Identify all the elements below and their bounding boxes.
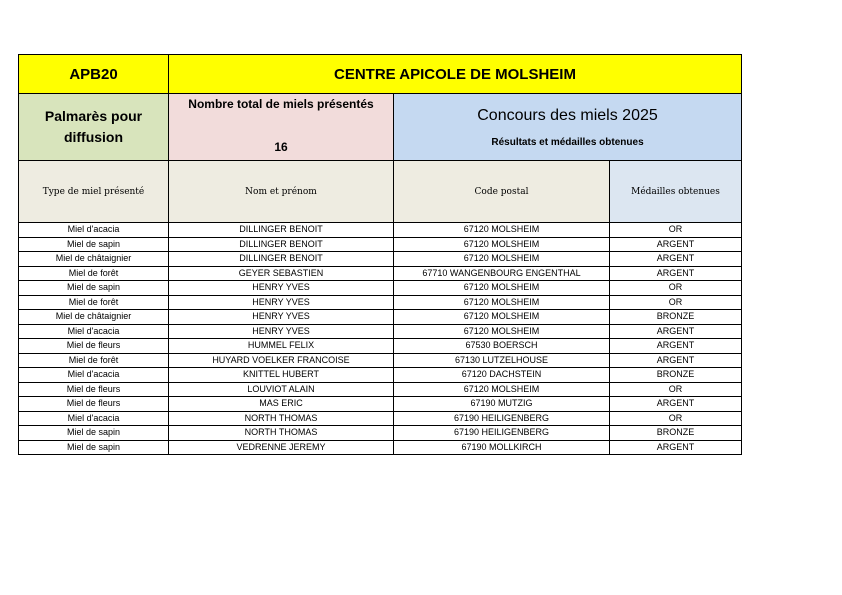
table-row: Miel de forêt HENRY YVES 67120 MOLSHEIM OR <box>18 294 743 310</box>
medaille-cell: OR <box>608 280 743 296</box>
type-cell: Miel de fleurs <box>18 338 169 354</box>
type-cell: Miel de sapin <box>18 280 169 296</box>
nom-cell: HENRY YVES <box>168 323 394 339</box>
code-postal-cell: 67120 MOLSHEIM <box>393 323 610 339</box>
medaille-cell: BRONZE <box>608 425 743 441</box>
table-row: Miel de châtaignier DILLINGER BENOIT 67120… <box>18 251 743 267</box>
type-cell: Miel de fleurs <box>18 396 169 412</box>
medaille-cell: ARGENT <box>608 251 743 267</box>
code-postal-cell: 67710 WANGENBOURG ENGENTHAL <box>393 265 610 281</box>
code-postal-cell: 67120 MOLSHEIM <box>393 294 610 310</box>
nom-cell: HENRY YVES <box>168 309 394 325</box>
table-row: Miel de sapin HENRY YVES 67120 MOLSHEIM OR <box>18 280 743 296</box>
medaille-cell: ARGENT <box>608 396 743 412</box>
code-postal-cell: 67130 LUTZELHOUSE <box>393 352 610 368</box>
palmares-table: APB20 CENTRE APICOLE DE MOLSHEIM Palmarè… <box>18 54 743 455</box>
code-postal-cell: 67120 MOLSHEIM <box>393 222 610 238</box>
nom-cell: HUMMEL FELIX <box>168 338 394 354</box>
table-row: Miel de forêt HUYARD VOELKER FRANCOISE 671… <box>18 352 743 368</box>
palmares-label: Palmarès pour diffusion <box>18 93 169 161</box>
type-cell: Miel de sapin <box>18 425 169 441</box>
type-cell: Miel de forêt <box>18 294 169 310</box>
table-row: Miel de châtaignier HENRY YVES 67120 MOLSH… <box>18 309 743 325</box>
total-value: 16 <box>274 140 288 154</box>
table-row: Miel de sapin NORTH THOMAS 67190 HEILIGENB… <box>18 425 743 441</box>
center-title: CENTRE APICOLE DE MOLSHEIM <box>167 54 743 94</box>
col-medailles: Médailles obtenues <box>608 160 743 223</box>
table-row: Miel d'acacia KNITTEL HUBERT 67120 DACHSTE… <box>18 367 743 383</box>
type-cell: Miel d'acacia <box>18 222 169 238</box>
medaille-cell: ARGENT <box>608 439 743 455</box>
code-postal-cell: 67120 MOLSHEIM <box>393 280 610 296</box>
code-postal-cell: 67120 DACHSTEIN <box>393 367 610 383</box>
table-row: Miel de fleurs HUMMEL FELIX 67530 BOERSCH A… <box>18 338 743 354</box>
type-cell: Miel de sapin <box>18 236 169 252</box>
code-postal-cell: 67190 HEILIGENBERG <box>393 410 610 426</box>
resultats-subtitle: Résultats et médailles obtenues <box>491 136 644 148</box>
header-row: Palmarès pour diffusion Nombre total de … <box>18 93 743 161</box>
nom-cell: DILLINGER BENOIT <box>168 222 394 238</box>
nom-cell: DILLINGER BENOIT <box>168 251 394 267</box>
column-header-row: Type de miel présenté Nom et prénom Code… <box>18 160 743 223</box>
nom-cell: NORTH THOMAS <box>168 410 394 426</box>
medaille-cell: ARGENT <box>608 236 743 252</box>
nom-cell: HENRY YVES <box>168 294 394 310</box>
nom-cell: VEDRENNE JEREMY <box>168 439 394 455</box>
table-row: Miel de forêt GEYER SEBASTIEN 67710 WANGEN… <box>18 265 743 281</box>
col-nom: Nom et prénom <box>168 160 394 223</box>
code-postal-cell: 67120 MOLSHEIM <box>393 381 610 397</box>
total-label: Nombre total de miels présentés <box>188 97 374 111</box>
type-cell: Miel de forêt <box>18 352 169 368</box>
type-cell: Miel d'acacia <box>18 410 169 426</box>
type-cell: Miel de sapin <box>18 439 169 455</box>
nom-cell: MAS ERIC <box>168 396 394 412</box>
table-row: Miel de fleurs MAS ERIC 67190 MUTZIG ARGENT <box>18 396 743 412</box>
nom-cell: LOUVIOT ALAIN <box>168 381 394 397</box>
type-cell: Miel de châtaignier <box>18 251 169 267</box>
concours-cell: Concours des miels 2025 Résultats et méd… <box>392 93 743 161</box>
type-cell: Miel de forêt <box>18 265 169 281</box>
table-row: Miel de sapin DILLINGER BENOIT 67120 MOLSH… <box>18 236 743 252</box>
table-row: Miel d'acacia DILLINGER BENOIT 67120 MOLSH… <box>18 222 743 238</box>
palmares-text: Palmarès pour diffusion <box>44 108 143 145</box>
medaille-cell: ARGENT <box>608 323 743 339</box>
code-postal-cell: 67120 MOLSHEIM <box>393 309 610 325</box>
type-cell: Miel de fleurs <box>18 381 169 397</box>
table-row: Miel d'acacia HENRY YVES 67120 MOLSHEIM ARG… <box>18 323 743 339</box>
type-cell: Miel de châtaignier <box>18 309 169 325</box>
nom-cell: HUYARD VOELKER FRANCOISE <box>168 352 394 368</box>
nom-cell: GEYER SEBASTIEN <box>168 265 394 281</box>
medaille-cell: OR <box>608 294 743 310</box>
medaille-cell: ARGENT <box>608 352 743 368</box>
medaille-cell: BRONZE <box>608 309 743 325</box>
nom-cell: NORTH THOMAS <box>168 425 394 441</box>
code-postal-cell: 67190 MUTZIG <box>393 396 610 412</box>
code-postal-cell: 67190 MOLLKIRCH <box>393 439 610 455</box>
medaille-cell: ARGENT <box>608 338 743 354</box>
table-row: Miel de sapin VEDRENNE JEREMY 67190 MOLLKI… <box>18 439 743 455</box>
col-code-postal: Code postal <box>393 160 610 223</box>
type-cell: Miel d'acacia <box>18 323 169 339</box>
apb-code: APB20 <box>18 54 169 94</box>
code-postal-cell: 67120 MOLSHEIM <box>393 236 610 252</box>
code-postal-cell: 67190 HEILIGENBERG <box>393 425 610 441</box>
table-row: Miel d'acacia NORTH THOMAS 67190 HEILIGENB… <box>18 410 743 426</box>
table-row: Miel de fleurs LOUVIOT ALAIN 67120 MOLSHEI… <box>18 381 743 397</box>
title-row: APB20 CENTRE APICOLE DE MOLSHEIM <box>18 54 743 94</box>
nom-cell: DILLINGER BENOIT <box>168 236 394 252</box>
concours-title: Concours des miels 2025 <box>477 106 658 124</box>
total-cell: Nombre total de miels présentés 16 <box>168 93 394 161</box>
type-cell: Miel d'acacia <box>18 367 169 383</box>
nom-cell: HENRY YVES <box>168 280 394 296</box>
code-postal-cell: 67120 MOLSHEIM <box>393 251 610 267</box>
code-postal-cell: 67530 BOERSCH <box>393 338 610 354</box>
medaille-cell: BRONZE <box>608 367 743 383</box>
medaille-cell: ARGENT <box>608 265 743 281</box>
nom-cell: KNITTEL HUBERT <box>168 367 394 383</box>
medaille-cell: OR <box>608 410 743 426</box>
medaille-cell: OR <box>608 222 743 238</box>
col-type: Type de miel présenté <box>18 160 169 223</box>
medaille-cell: OR <box>608 381 743 397</box>
